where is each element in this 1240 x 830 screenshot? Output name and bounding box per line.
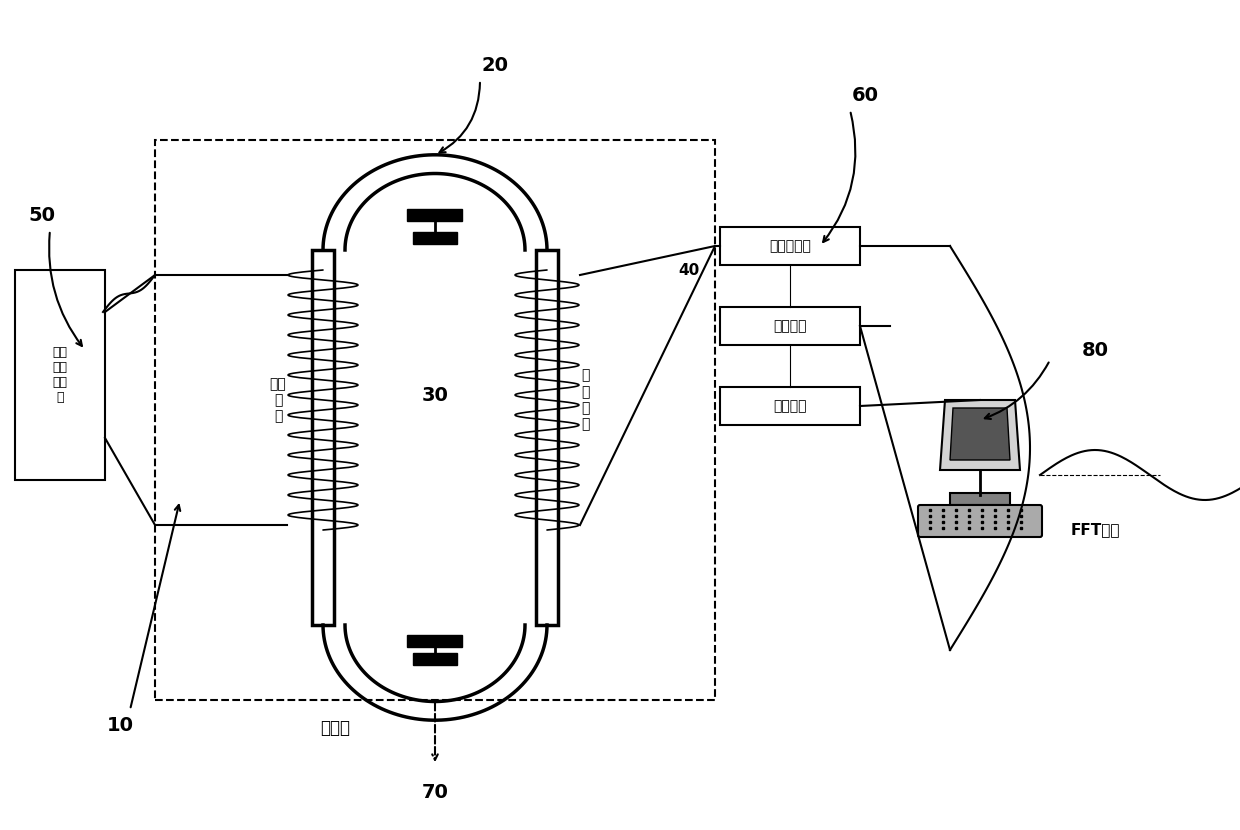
Text: 交频
电流
发生
器: 交频 电流 发生 器: [52, 346, 67, 404]
Text: 恒: 恒: [435, 729, 444, 743]
Text: 10: 10: [107, 715, 134, 735]
Text: 20: 20: [481, 56, 508, 75]
FancyBboxPatch shape: [720, 227, 861, 265]
Text: 60: 60: [852, 85, 878, 105]
Text: 恒温筱: 恒温筱: [320, 719, 350, 737]
Text: 80: 80: [1081, 340, 1109, 359]
Text: 70: 70: [422, 783, 449, 802]
FancyBboxPatch shape: [950, 493, 1011, 505]
FancyBboxPatch shape: [720, 387, 861, 425]
Text: 信号采集板: 信号采集板: [769, 239, 811, 253]
FancyBboxPatch shape: [720, 307, 861, 345]
Polygon shape: [950, 408, 1011, 460]
Text: FFT解析: FFT解析: [1070, 523, 1120, 538]
FancyBboxPatch shape: [15, 270, 105, 480]
Text: 50: 50: [29, 206, 56, 224]
Text: 30: 30: [422, 385, 449, 404]
Text: 励磁
线
圈: 励磁 线 圈: [269, 377, 286, 423]
FancyBboxPatch shape: [408, 635, 463, 647]
FancyBboxPatch shape: [918, 505, 1042, 537]
Text: 感
应
线
圈: 感 应 线 圈: [580, 369, 589, 432]
FancyBboxPatch shape: [413, 232, 458, 244]
Text: 40: 40: [678, 262, 699, 277]
FancyBboxPatch shape: [408, 209, 463, 221]
Text: 输出端子: 输出端子: [774, 399, 807, 413]
Polygon shape: [940, 400, 1021, 470]
Text: 放大电路: 放大电路: [774, 319, 807, 333]
FancyBboxPatch shape: [413, 653, 458, 665]
